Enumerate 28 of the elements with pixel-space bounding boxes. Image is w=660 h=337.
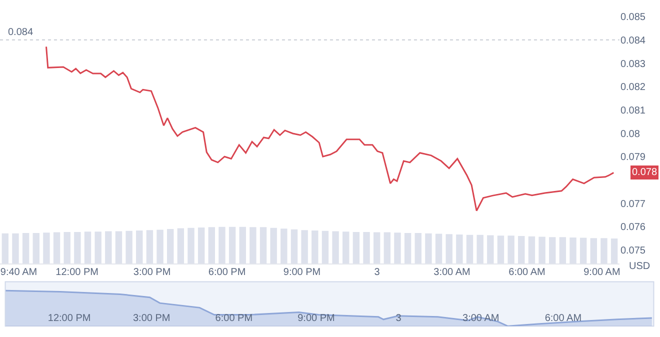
x-tick-label: 9:40 AM <box>0 266 38 278</box>
y-tick-label: 0.081 <box>620 105 646 116</box>
x-tick-label: 6:00 PM <box>208 266 246 278</box>
y-tick-label: 0.077 <box>620 198 646 210</box>
x-tick-label: 12:00 PM <box>48 313 91 324</box>
x-tick-label: 3 <box>396 313 402 324</box>
x-tick-label: 3:00 PM <box>133 266 171 278</box>
x-tick-label: 6:00 PM <box>215 313 253 324</box>
y-tick-label: 0.075 <box>620 245 646 256</box>
x-tick-label: 6:00 AM <box>544 313 582 324</box>
annotation: 0.078 <box>632 167 658 178</box>
x-tick-label: 3:00 AM <box>434 266 470 278</box>
x-tick-label: 9:00 AM <box>584 266 620 278</box>
y-tick-label: 0.076 <box>620 222 646 234</box>
y-tick-label: 0.082 <box>620 82 646 94</box>
x-tick-label: 3 <box>374 266 380 278</box>
y-tick-label: 0.083 <box>620 58 646 70</box>
x-tick-label: 9:00 PM <box>283 266 321 278</box>
y-tick-label: 0.085 <box>620 12 646 24</box>
ref-line-label: 0.084 <box>8 27 34 38</box>
y-tick-label: 0.079 <box>620 152 646 164</box>
x-tick-label: 3:00 PM <box>132 313 170 324</box>
x-tick-label: 12:00 PM <box>56 266 98 278</box>
x-tick-label: 6:00 AM <box>508 266 546 278</box>
y-tick-label: 0.08 <box>620 128 640 140</box>
y-tick-label: 0.084 <box>620 35 646 46</box>
x-tick-label: 9:00 PM <box>298 313 335 324</box>
y-axis-title: USD <box>629 261 650 272</box>
